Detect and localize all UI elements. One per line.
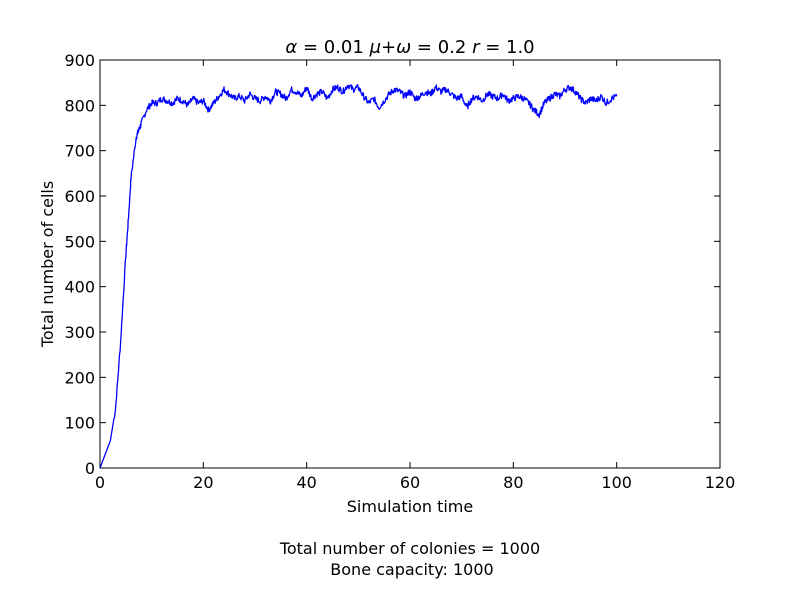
y-axis-ticks: 0 100 200 300 400 500 600 700 800 900 [64,51,720,478]
x-tick-label: 120 [705,473,736,492]
x-tick-label: 80 [503,473,523,492]
y-tick-label: 500 [64,232,95,251]
y-tick-label: 100 [64,414,95,433]
plot-frame [99,59,721,469]
title-mu-symbol: μ [369,37,381,58]
y-tick-label: 700 [64,142,95,161]
x-axis-label: Simulation time [347,497,473,516]
y-tick-label: 300 [64,323,95,342]
x-tick-label: 0 [95,473,105,492]
y-axis-label: Total number of cells [38,181,57,348]
series-line [99,84,618,469]
y-tick-label: 400 [64,278,95,297]
y-tick-label: 800 [64,96,95,115]
title-r-value: = 1.0 [479,37,534,58]
title-plus: + [381,37,396,58]
title-omega-value: = 0.2 [411,37,472,58]
title-omega-symbol: ω [396,37,411,58]
title-alpha-value: = 0.01 [297,37,369,58]
y-tick-label: 0 [85,459,95,478]
x-tick-label: 40 [296,473,316,492]
title-r-symbol: r [472,37,481,58]
x-tick-label: 100 [601,473,632,492]
title-alpha-symbol: α [285,37,297,58]
y-tick-label: 200 [64,368,95,387]
caption-colonies: Total number of colonies = 1000 [279,539,540,558]
y-tick-label: 900 [64,51,95,70]
x-axis-ticks: 0 20 40 60 80 100 120 [95,60,735,492]
x-tick-label: 20 [193,473,213,492]
chart-title: α = 0.01 μ+ω = 0.2 r = 1.0 [285,37,534,58]
x-tick-label: 60 [400,473,420,492]
caption-bone-capacity: Bone capacity: 1000 [330,560,493,579]
y-tick-label: 600 [64,187,95,206]
